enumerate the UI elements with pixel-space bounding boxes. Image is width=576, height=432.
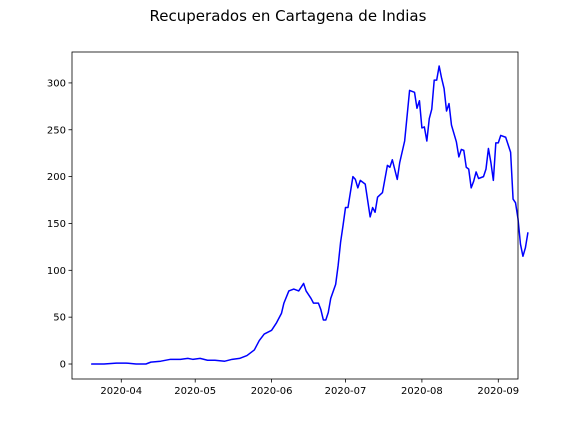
y-tick-label: 100 <box>47 266 66 277</box>
x-tick-label: 2020-06 <box>251 386 293 397</box>
x-tick-label: 2020-04 <box>100 386 142 397</box>
y-tick-label: 150 <box>47 219 66 230</box>
x-axis: 2020-04 2020-05 2020-06 2020-07 2020-08 2020-… <box>100 379 519 397</box>
chart-title: Recuperados en Cartagena de Indias <box>150 7 427 25</box>
y-tick-label: 0 <box>60 360 66 371</box>
x-tick-label: 2020-07 <box>325 386 367 397</box>
series-layer <box>90 65 529 365</box>
y-axis: 0 50 100 150 200 250 300 <box>47 78 72 371</box>
x-tick-label: 2020-05 <box>174 386 216 397</box>
y-tick-label: 300 <box>47 78 66 89</box>
x-tick-label: 2020-08 <box>401 386 443 397</box>
y-tick-label: 250 <box>47 125 66 136</box>
plot-frame <box>71 51 519 380</box>
y-tick-label: 200 <box>47 172 66 183</box>
series-line <box>90 65 529 365</box>
y-tick-label: 50 <box>53 313 66 324</box>
x-tick-label: 2020-09 <box>477 386 519 397</box>
